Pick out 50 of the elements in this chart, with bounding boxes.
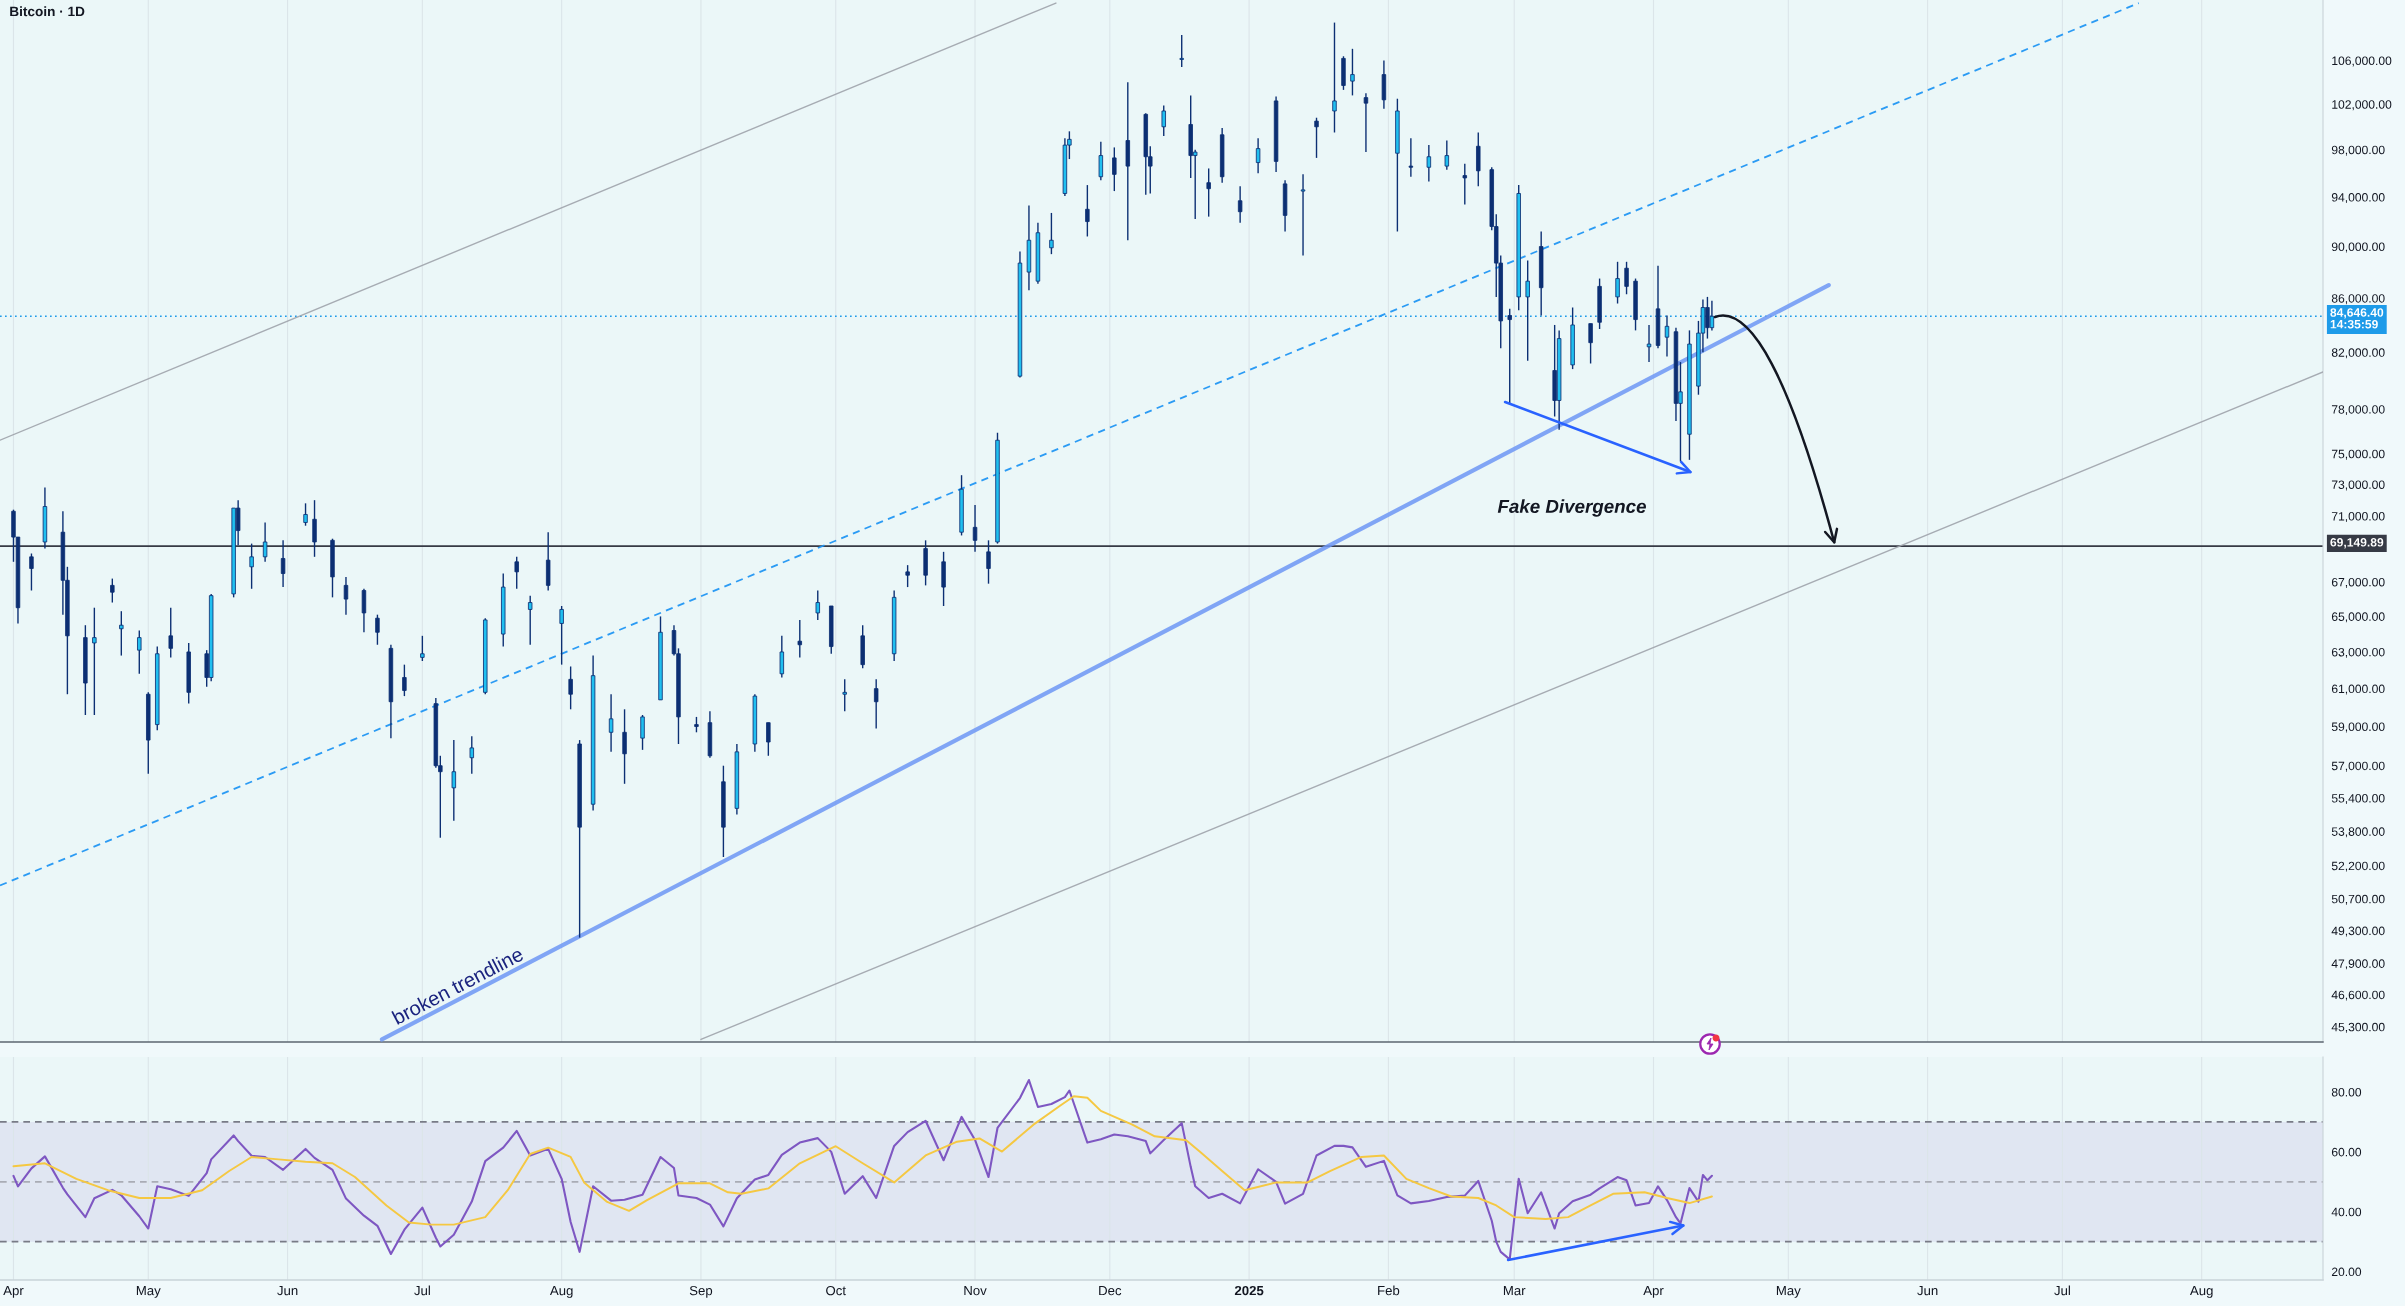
x-tick-label: Dec: [1099, 1286, 1122, 1296]
y-tick-label: 40.00: [2331, 1207, 2362, 1217]
x-tick-label: Jun: [1917, 1286, 1938, 1296]
y-tick-label: 106,000.00: [2332, 56, 2392, 67]
x-tick-label: Jun: [277, 1286, 298, 1296]
x-tick-label: 2025: [1234, 1285, 1264, 1296]
y-tick-label: 90,000.00: [2331, 242, 2385, 253]
y-tick-label: 65,000.00: [2331, 612, 2385, 623]
y-tick-label: 86,000.00: [2331, 294, 2385, 305]
y-tick-label: 49,300.00: [2331, 926, 2385, 937]
x-tick-label: Apr: [3, 1286, 24, 1298]
x-tick-label: Nov: [964, 1286, 987, 1296]
x-tick-label: Apr: [1643, 1286, 1664, 1298]
x-tick-label: Oct: [826, 1285, 846, 1296]
y-tick-label: 94,000.00: [2331, 193, 2385, 204]
y-tick-label: 71,000.00: [2331, 512, 2385, 522]
y-tick-label: 60.00: [2331, 1147, 2362, 1157]
y-tick-label: 82,000.00: [2331, 348, 2385, 359]
y-tick-label: 80.00: [2331, 1087, 2362, 1097]
y-tick-label: 47,900.00: [2331, 959, 2385, 970]
y-tick-label: 20.00: [2331, 1267, 2362, 1277]
y-tick-label: 102,000.00: [2332, 100, 2392, 111]
x-tick-label: Aug: [2189, 1286, 2213, 1298]
y-tick-label: 98,000.00: [2331, 145, 2385, 156]
y-tick-label: 75,000.00: [2331, 449, 2385, 460]
x-tick-label: Jul: [414, 1285, 430, 1296]
x-tick-label: Sep: [689, 1285, 713, 1298]
ref-line-label: 69,149.89: [2330, 538, 2384, 549]
x-tick-label: Mar: [1503, 1286, 1526, 1296]
y-tick-label: 57,000.00: [2331, 761, 2385, 772]
y-tick-label: 73,000.00: [2331, 480, 2385, 491]
x-tick-label: Jul: [2054, 1285, 2070, 1296]
x-tick-label: Feb: [1378, 1285, 1400, 1296]
x-tick-label: May: [136, 1286, 161, 1298]
y-tick-label: 67,000.00: [2331, 577, 2385, 588]
x-tick-label: May: [1776, 1286, 1801, 1298]
y-tick-label: 59,000.00: [2331, 722, 2385, 733]
y-tick-label: 50,700.00: [2331, 894, 2385, 905]
chart-title: Bitcoin · 1D: [10, 6, 85, 17]
y-tick-label: 78,000.00: [2331, 405, 2385, 416]
y-tick-label: 61,000.00: [2331, 684, 2385, 695]
y-tick-label: 55,400.00: [2331, 794, 2385, 804]
x-tick-label: Aug: [549, 1286, 573, 1298]
y-tick-label: 63,000.00: [2331, 647, 2385, 658]
y-tick-label: 45,300.00: [2331, 1022, 2385, 1033]
annotation: Fake Divergence: [1497, 499, 1646, 517]
y-tick-label: 53,800.00: [2331, 827, 2385, 838]
ref-line-label: 84,646.40 14:35:59: [2330, 308, 2384, 329]
y-tick-label: 46,600.00: [2331, 990, 2385, 1001]
y-tick-label: 52,200.00: [2331, 861, 2385, 872]
